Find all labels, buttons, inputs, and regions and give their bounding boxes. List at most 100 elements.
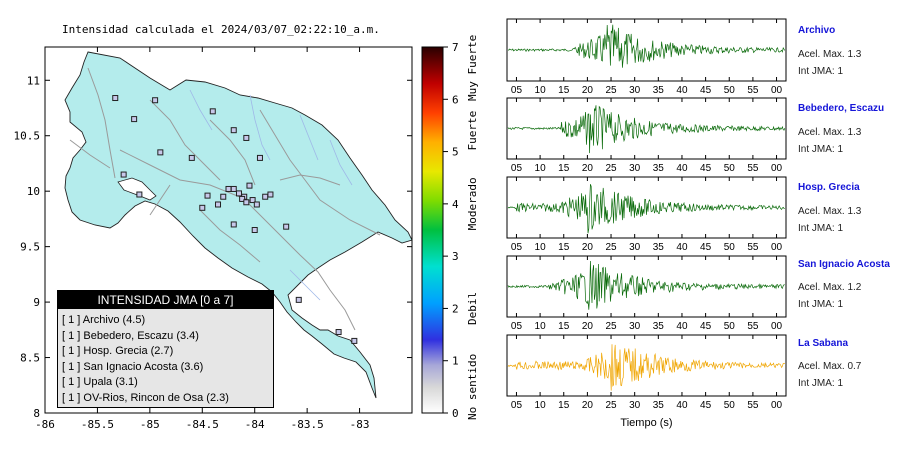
station-int: Int JMA: 1 xyxy=(798,66,844,77)
station-marker xyxy=(188,154,195,161)
colorbar-tick-label: 0 xyxy=(452,407,459,420)
map-x-tick-label: -85.5 xyxy=(81,418,114,431)
map-x-tick-label: -84 xyxy=(245,418,265,431)
seismogram-tick-label: 15 xyxy=(558,242,570,253)
colorbar-tick-label: 4 xyxy=(452,198,459,211)
colorbar xyxy=(421,46,444,414)
seismogram-tick-label: 00 xyxy=(771,321,783,332)
station-marker xyxy=(251,227,258,233)
seismogram-tick-label: 45 xyxy=(700,163,712,174)
legend-item: [ 1 ] OV-Rios, Rincon de Osa (2.3) xyxy=(62,391,229,404)
colorbar-category-label: No sentido xyxy=(466,354,479,420)
colorbar-category-label: Debil xyxy=(466,292,479,325)
seismogram-tick-label: 40 xyxy=(676,163,688,174)
colorbar-tick-label: 3 xyxy=(452,250,459,263)
seismogram-tick-label: 10 xyxy=(535,321,547,332)
station-name: La Sabana xyxy=(798,338,849,349)
station-int: Int JMA: 1 xyxy=(798,144,844,155)
seismogram-trace xyxy=(507,184,785,234)
seismogram-tick-label: 20 xyxy=(582,242,594,253)
seismogram-xlabel: Tiempo (s) xyxy=(620,417,672,429)
seismogram-tick-label: 30 xyxy=(629,400,641,411)
map-y-tick-label: 10.5 xyxy=(14,130,41,143)
seismogram-tick-label: 40 xyxy=(676,85,688,96)
seismogram-tick-label: 40 xyxy=(676,400,688,411)
colorbar-tick-label: 7 xyxy=(452,41,459,54)
colorbar-category-label: Moderado xyxy=(466,177,479,230)
seismogram-tick-label: 30 xyxy=(629,242,641,253)
map-x-tick-label: -84.5 xyxy=(186,418,219,431)
seismogram-trace xyxy=(507,344,786,391)
seismogram-tick-label: 20 xyxy=(582,163,594,174)
station-int: Int JMA: 1 xyxy=(798,378,844,389)
intensity-legend: INTENSIDAD JMA [0 a 7] [ 1 ] Archivo (4.… xyxy=(57,290,274,408)
station-int: Int JMA: 1 xyxy=(798,223,844,234)
station-marker xyxy=(136,191,143,198)
legend-item: [ 1 ] Upala (3.1) xyxy=(62,376,138,389)
seismogram-tick-label: 25 xyxy=(605,242,617,253)
legend-header: INTENSIDAD JMA [0 a 7] xyxy=(58,291,273,309)
map-axes: -86 -85.5 -85 -84.5 -84 -83.5 -83 8 8.5 9 9.5 10 10.… xyxy=(14,47,412,431)
station-marker xyxy=(215,201,222,208)
seismogram-tick-label: 50 xyxy=(724,85,736,96)
station-acel: Acel. Max. 1.3 xyxy=(798,49,862,60)
legend-item: [ 1 ] Archivo (4.5) xyxy=(62,314,146,326)
station-name: Hosp. Grecia xyxy=(798,182,860,193)
station-marker xyxy=(157,149,164,156)
map-frame xyxy=(44,46,413,414)
seismogram-tick-label: 50 xyxy=(724,400,736,411)
station-acel: Acel. Max. 1.3 xyxy=(798,206,862,217)
seismogram-tick-label: 40 xyxy=(676,242,688,253)
seismogram-tick-label: 30 xyxy=(629,163,641,174)
station-marker xyxy=(204,192,211,199)
station-marker xyxy=(253,201,260,208)
station-name: San Ignacio Acosta xyxy=(798,259,890,270)
seismogram-tick-label: 25 xyxy=(605,163,617,174)
seismogram-tick-label: 50 xyxy=(724,242,736,253)
seismogram-tick-label: 05 xyxy=(511,400,523,411)
seismogram-tick-label: 05 xyxy=(511,321,523,332)
seismogram-tick-label: 10 xyxy=(535,242,547,253)
map-y-tick-label: 9 xyxy=(33,296,40,309)
seismogram-tick-label: 00 xyxy=(771,242,783,253)
map-y-tick-label: 11 xyxy=(27,74,40,87)
station-marker xyxy=(235,190,242,197)
map-y-tick-label: 10 xyxy=(27,185,40,198)
station-marker xyxy=(243,134,250,141)
seismogram-tick-label: 00 xyxy=(771,163,783,174)
seismogram-tick-label: 35 xyxy=(653,321,665,332)
station-marker xyxy=(239,195,246,202)
station-marker xyxy=(120,171,127,178)
legend-list: [ 1 ] Archivo (4.5) [ 1 ] Bebedero, Esca… xyxy=(58,309,273,407)
station-marker xyxy=(283,223,290,230)
seismogram-tick-label: 10 xyxy=(535,85,547,96)
station-markers xyxy=(112,95,358,344)
station-marker xyxy=(267,191,274,198)
station-marker xyxy=(225,185,232,192)
map-y-tick-label: 9.5 xyxy=(20,241,40,254)
costa-rica-land xyxy=(64,51,412,399)
station-marker xyxy=(152,97,159,104)
station-marker xyxy=(335,329,342,336)
seismogram-tick-label: 45 xyxy=(700,242,712,253)
station-marker xyxy=(249,197,256,204)
station-marker xyxy=(220,193,227,200)
station-marker xyxy=(230,221,237,228)
station-marker xyxy=(209,108,216,115)
station-marker xyxy=(243,199,250,206)
seismogram-tick-label: 30 xyxy=(629,85,641,96)
seismogram-tick-label: 35 xyxy=(653,85,665,96)
map-y-tick-label: 8 xyxy=(33,407,40,420)
colorbar-tick-label: 5 xyxy=(452,146,459,159)
seismogram-tick-label: 05 xyxy=(511,242,523,253)
legend-item: [ 1 ] Bebedero, Escazu (3.4) xyxy=(62,329,199,342)
station-marker xyxy=(351,337,358,344)
seismogram-tick-label: 05 xyxy=(511,163,523,174)
station-marker xyxy=(262,193,269,200)
station-marker xyxy=(131,116,138,123)
seismogram-tick-label: 55 xyxy=(747,321,759,332)
station-marker xyxy=(230,185,237,192)
roads xyxy=(69,67,381,331)
seismogram-tick-label: 50 xyxy=(724,163,736,174)
station-marker xyxy=(256,154,263,161)
